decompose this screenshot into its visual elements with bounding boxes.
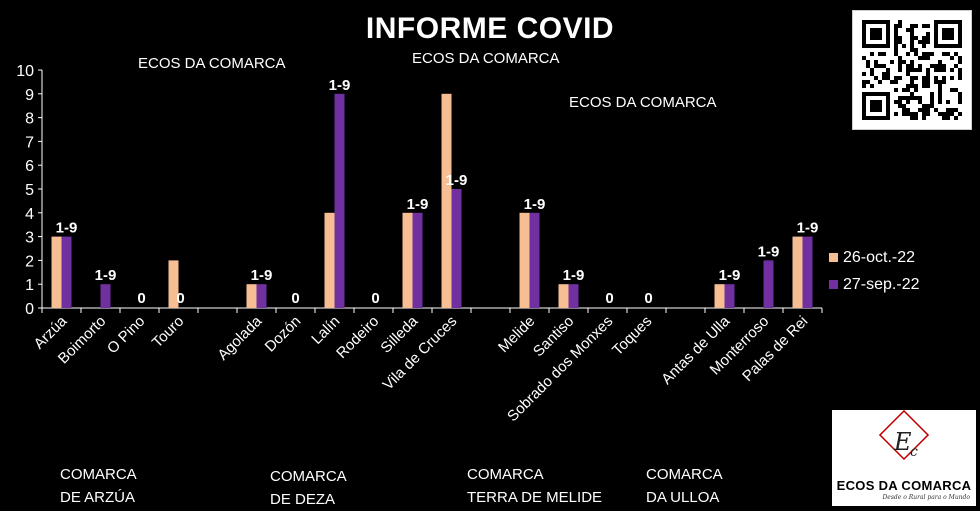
comarca-label-line: TERRA DE MELIDE [467,489,603,506]
data-label: 1-9 [719,267,741,284]
ecos-da-comarca-logo: E c ECOS DA COMARCA Desde o Rural para o… [832,409,976,506]
bar-26-oct [441,93,452,308]
y-tick-label: 7 [25,134,34,151]
bar-27-sep [529,212,540,308]
bar-27-sep [568,284,579,308]
y-tick-label: 8 [25,111,34,128]
comarca-label-line: DE DEZA [270,491,336,508]
data-label: 0 [291,290,299,307]
x-tick-label: Dozón [262,313,305,356]
comarca-label-line: COMARCA [646,466,723,483]
data-label: 1-9 [446,172,468,189]
data-label: 1-9 [251,267,273,284]
data-label: 1-9 [524,196,546,213]
data-label: 1-9 [758,243,780,260]
legend-swatch [829,253,838,262]
data-label: 1-9 [407,196,429,213]
logo-tagline: Desde o Rural para o Mundo [882,494,970,501]
data-label: 0 [176,290,184,307]
y-tick-label: 1 [25,277,34,294]
bar-27-sep [256,284,267,308]
x-tick-label: Touro [149,313,188,352]
comarca-label-melide: COMARCA TERRA DE MELIDE [467,463,602,509]
logo-name: ECOS DA COMARCA [836,478,972,493]
bar-27-sep [412,212,423,308]
x-tick-label: O Pino [104,313,148,357]
legend-label: 27-sep.-22 [843,276,920,293]
bar-27-sep [802,236,813,308]
bar-27-sep [724,284,735,308]
bar-26-oct [402,212,413,308]
comarca-label-line: COMARCA [60,466,137,483]
bar-27-sep [334,93,345,308]
bar-26-oct [519,212,530,308]
data-label: 1-9 [56,220,78,237]
bar-26-oct [714,284,725,308]
watermark-text: ECOS DA COMARCA [412,50,560,67]
data-label: 0 [605,290,613,307]
chart-title: INFORME COVID [365,12,615,45]
bar-27-sep [61,236,72,308]
logo-emblem-icon: E c [878,409,930,461]
x-tick-label: Agolada [214,312,265,363]
y-tick-label: 9 [25,87,34,104]
svg-text:c: c [910,444,918,460]
legend-label: 26-oct.-22 [843,249,915,266]
y-tick-label: 5 [25,182,34,199]
y-tick-label: 0 [25,301,34,318]
bar-26-oct [168,260,179,308]
data-label: 1-9 [95,267,117,284]
comarca-label-line: DE ARZÚA [60,489,136,506]
comarca-label-line: COMARCA [467,466,544,483]
data-label: 0 [371,290,379,307]
x-tick-label: Rodeiro [333,313,382,362]
y-tick-label: 4 [25,206,34,223]
bar-26-oct [51,236,62,308]
qr-code [852,10,972,130]
bar-26-oct [558,284,569,308]
y-tick-label: 2 [25,253,34,270]
x-tick-label: Lalín [308,313,343,348]
comarca-label-deza: COMARCA DE DEZA [270,465,347,511]
bar-26-oct [792,236,803,308]
svg-text:E: E [893,428,912,456]
y-tick-label: 6 [25,158,34,175]
watermark-text: ECOS DA COMARCA [569,94,717,111]
y-tick-label: 10 [16,63,34,80]
comarca-label-line: COMARCA [270,468,347,485]
comarca-label-line: DA ULLOA [646,489,720,506]
data-label: 0 [644,290,652,307]
bar-26-oct [324,212,335,308]
data-label: 1-9 [797,220,819,237]
watermark-text: ECOS DA COMARCA [138,55,286,72]
x-tick-label: Toques [609,313,655,359]
bar-27-sep [100,284,111,308]
data-label: 1-9 [329,77,351,94]
bar-27-sep [763,260,774,308]
y-tick-label: 3 [25,230,34,247]
legend-swatch [829,280,838,289]
comarca-label-arzua: COMARCA DE ARZÚA [60,463,137,509]
data-label: 1-9 [563,267,585,284]
comarca-label-ulloa: COMARCA DA ULLOA [646,463,723,509]
bar-26-oct [246,284,257,308]
bar-27-sep [451,189,462,308]
data-label: 0 [137,290,145,307]
